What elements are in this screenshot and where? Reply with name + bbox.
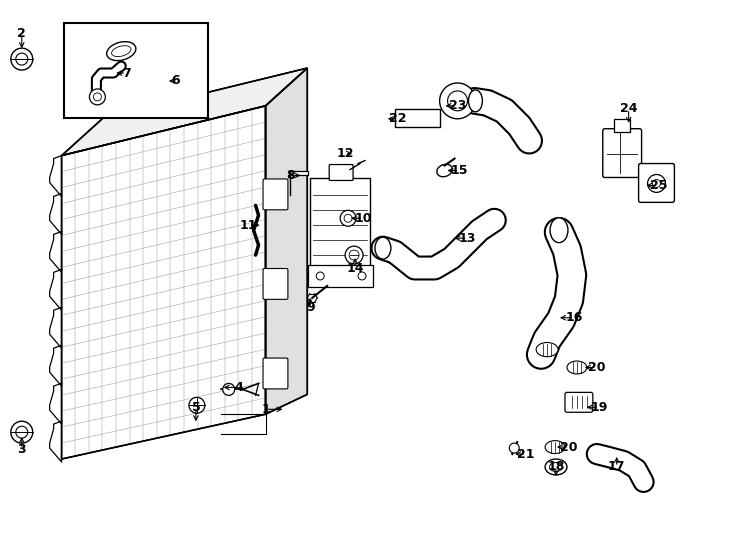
Circle shape bbox=[90, 89, 106, 105]
Polygon shape bbox=[62, 106, 266, 459]
Ellipse shape bbox=[567, 361, 587, 374]
Text: 17: 17 bbox=[608, 461, 625, 474]
Ellipse shape bbox=[468, 90, 482, 112]
FancyBboxPatch shape bbox=[603, 129, 642, 178]
Ellipse shape bbox=[437, 164, 452, 177]
Text: 10: 10 bbox=[355, 212, 371, 225]
Text: 21: 21 bbox=[517, 448, 535, 461]
Circle shape bbox=[11, 421, 33, 443]
Circle shape bbox=[222, 383, 235, 395]
Text: 1: 1 bbox=[261, 403, 270, 416]
Text: 6: 6 bbox=[172, 75, 181, 87]
Polygon shape bbox=[62, 68, 308, 156]
Text: 19: 19 bbox=[590, 401, 608, 414]
Ellipse shape bbox=[375, 237, 391, 259]
Ellipse shape bbox=[550, 218, 568, 242]
FancyBboxPatch shape bbox=[263, 268, 288, 299]
Text: 14: 14 bbox=[346, 261, 364, 274]
Text: 13: 13 bbox=[459, 232, 476, 245]
FancyBboxPatch shape bbox=[310, 179, 370, 268]
Text: 15: 15 bbox=[451, 164, 468, 177]
Text: 20: 20 bbox=[560, 441, 578, 454]
Bar bbox=[291, 171, 308, 176]
Ellipse shape bbox=[550, 462, 562, 471]
Ellipse shape bbox=[545, 441, 565, 454]
Text: 24: 24 bbox=[620, 103, 637, 116]
Circle shape bbox=[340, 210, 356, 226]
Bar bbox=[308, 265, 373, 287]
Ellipse shape bbox=[112, 46, 131, 57]
Text: 25: 25 bbox=[650, 179, 667, 192]
Text: 7: 7 bbox=[122, 66, 131, 79]
Text: 3: 3 bbox=[18, 443, 26, 456]
Circle shape bbox=[509, 443, 519, 453]
Ellipse shape bbox=[536, 342, 558, 357]
Bar bbox=[395, 109, 440, 127]
Text: 5: 5 bbox=[192, 401, 200, 414]
Text: 8: 8 bbox=[286, 169, 295, 182]
Text: 23: 23 bbox=[449, 99, 466, 112]
Circle shape bbox=[189, 397, 205, 413]
Text: 18: 18 bbox=[548, 461, 564, 474]
Bar bbox=[64, 23, 208, 118]
Text: 20: 20 bbox=[588, 361, 606, 374]
FancyBboxPatch shape bbox=[263, 179, 288, 210]
Text: 4: 4 bbox=[234, 381, 243, 394]
Text: 22: 22 bbox=[389, 112, 407, 125]
FancyBboxPatch shape bbox=[565, 393, 593, 412]
Text: 16: 16 bbox=[565, 311, 583, 324]
FancyBboxPatch shape bbox=[263, 358, 288, 389]
Text: 9: 9 bbox=[306, 301, 315, 314]
FancyBboxPatch shape bbox=[329, 165, 353, 180]
Ellipse shape bbox=[106, 42, 136, 60]
Circle shape bbox=[11, 48, 33, 70]
FancyBboxPatch shape bbox=[639, 164, 675, 202]
Text: 2: 2 bbox=[18, 26, 26, 40]
Text: 12: 12 bbox=[336, 147, 354, 160]
Circle shape bbox=[440, 83, 476, 119]
Ellipse shape bbox=[545, 459, 567, 475]
Text: 11: 11 bbox=[240, 219, 258, 232]
Bar bbox=[614, 119, 630, 132]
Polygon shape bbox=[266, 68, 308, 414]
Circle shape bbox=[345, 246, 363, 264]
